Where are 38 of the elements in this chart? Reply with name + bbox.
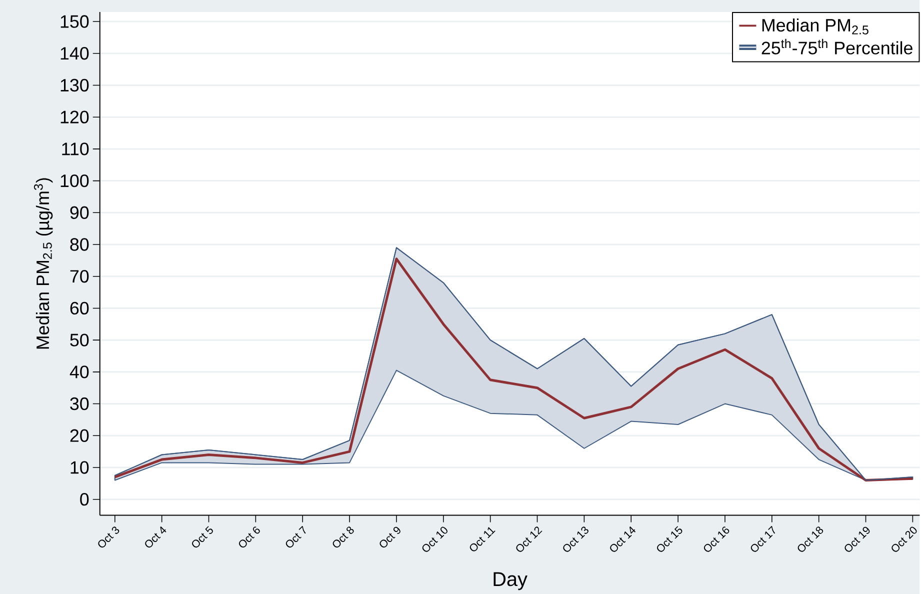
x-tick-label: Oct 12 — [516, 526, 542, 552]
y-tick-label: 120 — [60, 110, 89, 124]
x-tick-label: Oct 9 — [380, 526, 400, 548]
y-tick-label: 70 — [70, 270, 89, 283]
x-tick-label: Oct 4 — [145, 526, 166, 548]
x-tick-label: Oct 10 — [422, 526, 448, 552]
y-tick-label: 130 — [60, 78, 89, 92]
y-tick-label: 60 — [70, 302, 89, 314]
y-tick-label: 90 — [70, 206, 89, 219]
x-axis-title: Day — [494, 572, 528, 590]
legend-label: Median PM$_{2.5}$ — [762, 18, 868, 34]
x-tick-label: Oct 7 — [286, 526, 306, 548]
x-tick-label: Oct 15 — [657, 526, 682, 552]
x-tick-label: Oct 16 — [704, 526, 730, 552]
y-tick-label: 20 — [70, 429, 89, 442]
x-tick-label: Oct 20 — [892, 526, 917, 552]
y-tick-label: 150 — [60, 15, 89, 28]
y-tick-label: 110 — [62, 142, 89, 156]
x-tick-label: Oct 14 — [610, 526, 636, 552]
y-tick-label: 50 — [70, 334, 89, 346]
y-tick-label: 140 — [60, 46, 89, 60]
y-tick-label: 0 — [80, 492, 89, 506]
x-tick-label: Oct 19 — [844, 526, 870, 552]
y-tick-label: 100 — [60, 174, 89, 188]
y-tick-label: 40 — [70, 365, 89, 378]
y-tick-label: 10 — [70, 461, 89, 474]
x-tick-label: Oct 11 — [470, 527, 496, 552]
x-tick-label: Oct 8 — [332, 526, 354, 548]
x-tick-label: Oct 5 — [192, 526, 213, 548]
x-tick-label: Oct 13 — [563, 526, 588, 552]
x-tick-label: Oct 18 — [798, 526, 824, 552]
legend-label: 25$^{th}$-75$^{th}$ Percentile — [762, 38, 912, 54]
y-tick-label: 30 — [70, 397, 89, 410]
x-tick-label: Oct 6 — [238, 526, 260, 548]
x-tick-label: Oct 17 — [750, 526, 776, 552]
x-tick-label: Oct 3 — [98, 526, 120, 548]
y-tick-label: 80 — [70, 238, 89, 251]
y-axis-title: Median PM$_{2.5}$ (µg/m$^{3}$) — [34, 178, 53, 349]
